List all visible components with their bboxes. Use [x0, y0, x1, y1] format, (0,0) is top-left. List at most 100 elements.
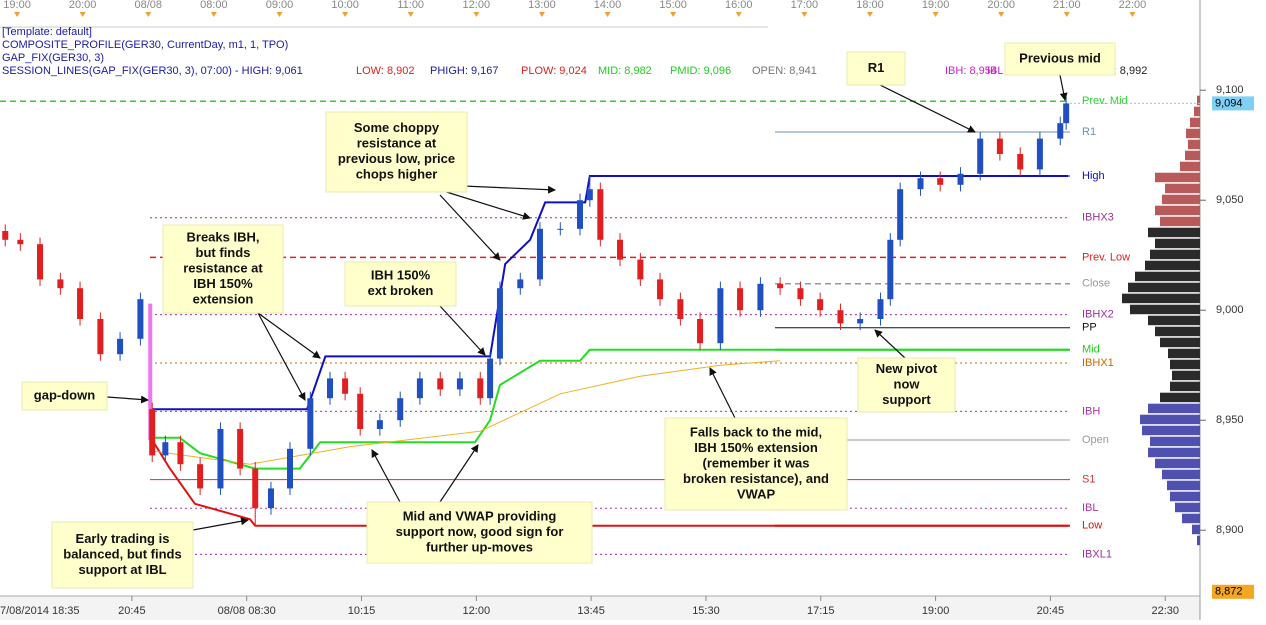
- price-marker-label: 9,094: [1215, 97, 1243, 109]
- top-tick-label: 12:00: [463, 0, 491, 11]
- candle-body: [252, 468, 259, 509]
- annotation-text: broken resistance), and: [683, 471, 829, 486]
- info-line: GAP_FIX(GER30, 3): [2, 52, 104, 64]
- candle-body: [677, 299, 684, 319]
- annotation-box: [344, 261, 457, 307]
- candle-body: [2, 231, 9, 240]
- candle-body: [456, 378, 463, 390]
- candle-body: [817, 299, 824, 311]
- candle-body: [1036, 138, 1043, 170]
- session-info: MID: 8,982: [598, 65, 652, 77]
- profile-bar: [1150, 436, 1200, 447]
- candle-body: [17, 239, 24, 245]
- annotation-arrow: [106, 395, 149, 404]
- annotation-box: [325, 111, 468, 193]
- candle-body: [757, 283, 764, 311]
- profile: [1122, 95, 1200, 546]
- candle-body: [376, 420, 383, 429]
- candle-body: [37, 244, 44, 280]
- session-info: IBH: 8,954: [945, 65, 997, 77]
- annotation-text: Falls back to the mid,: [690, 424, 822, 439]
- annotation-arrow: [439, 305, 486, 356]
- x-tick-label: 12:00: [463, 605, 491, 617]
- profile-bar: [1180, 161, 1200, 172]
- annotation-text: further up-moves: [426, 539, 533, 554]
- x-tick-label: 20:45: [118, 605, 146, 617]
- candle-body: [416, 378, 423, 399]
- session-info: PLOW: 9,024: [521, 65, 587, 77]
- profile-bar: [1188, 139, 1200, 150]
- candle-body: [887, 239, 894, 300]
- annotation-text: Mid and VWAP providing: [403, 508, 557, 523]
- annotation-text: support at IBL: [78, 562, 166, 577]
- annotation-arrow: [439, 194, 501, 261]
- top-tick-label: 19:00: [3, 0, 31, 11]
- candle-body: [487, 358, 494, 399]
- top-tick-label: 22:00: [1119, 0, 1147, 11]
- candle-body: [286, 448, 293, 489]
- annotation-text: previous low, price: [338, 151, 455, 166]
- candle-body: [197, 464, 204, 489]
- level-label: Open: [1082, 434, 1109, 446]
- level-label: Prev. Low: [1082, 251, 1130, 263]
- profile-bar: [1170, 359, 1200, 370]
- profile-bar: [1167, 480, 1200, 491]
- top-tick-mark: [342, 12, 349, 17]
- annotation-text: resistance at: [357, 136, 437, 151]
- candle-body: [267, 488, 274, 509]
- session-info: IBL: [987, 65, 1004, 77]
- annotation-box: [366, 501, 593, 564]
- annotation-arrow: [874, 329, 906, 359]
- profile-bar: [1148, 447, 1200, 458]
- candle-body: [1057, 123, 1064, 139]
- candle-body: [996, 138, 1003, 154]
- level-label: IBHX1: [1082, 357, 1114, 369]
- session-info: LOW: 8,902: [356, 65, 415, 77]
- candle-body: [777, 283, 784, 289]
- price-marker-label: 8,872: [1215, 586, 1243, 598]
- y-tick-label: 9,050: [1216, 194, 1244, 206]
- profile-bar: [1185, 150, 1200, 161]
- candle-body: [342, 378, 349, 394]
- top-tick-mark: [735, 12, 742, 17]
- info-line: COMPOSITE_PROFILE(GER30, CurrentDay, m1,…: [2, 39, 288, 51]
- profile-bar: [1170, 491, 1200, 502]
- session-line: [152, 348, 1069, 470]
- level-label: IBL: [1082, 502, 1099, 514]
- level-label: Low: [1082, 520, 1102, 532]
- candle-body: [797, 288, 804, 300]
- profile-bar: [1155, 458, 1200, 469]
- top-tick-mark: [801, 12, 808, 17]
- annotation-box: [664, 417, 848, 511]
- profile-bar: [1165, 183, 1200, 194]
- profile-bar: [1175, 502, 1200, 513]
- candle-body: [357, 393, 364, 429]
- annotation-arrow: [879, 84, 976, 133]
- top-tick-label: 16:00: [725, 0, 753, 11]
- annotation-text: IBH 150%: [193, 276, 253, 291]
- level-label: IBH: [1082, 405, 1100, 417]
- session-info: PHIGH: 9,167: [430, 65, 498, 77]
- price-marker-box: [1212, 96, 1254, 111]
- top-tick-label: 08:00: [200, 0, 228, 11]
- candle-body: [149, 409, 156, 456]
- level-label: IBHX3: [1082, 212, 1114, 224]
- top-tick-label: 08/08: [135, 0, 163, 11]
- level-label: High: [1082, 170, 1105, 182]
- profile-bar: [1160, 337, 1200, 348]
- candle-body: [957, 173, 964, 185]
- annotation-arrow: [1059, 74, 1068, 101]
- level-label: IBXL1: [1082, 548, 1112, 560]
- profile-bar: [1142, 425, 1200, 436]
- candle-body: [77, 288, 84, 319]
- annotation-arrow: [192, 517, 249, 531]
- annotation-text: resistance at: [183, 260, 263, 275]
- annotation-text: extension: [193, 291, 254, 306]
- top-tick-label: 14:00: [594, 0, 622, 11]
- annotation-arrow: [257, 312, 321, 359]
- candle-body: [586, 189, 593, 201]
- profile-bar: [1197, 95, 1200, 106]
- annotation-text: support now, good sign for: [396, 524, 564, 539]
